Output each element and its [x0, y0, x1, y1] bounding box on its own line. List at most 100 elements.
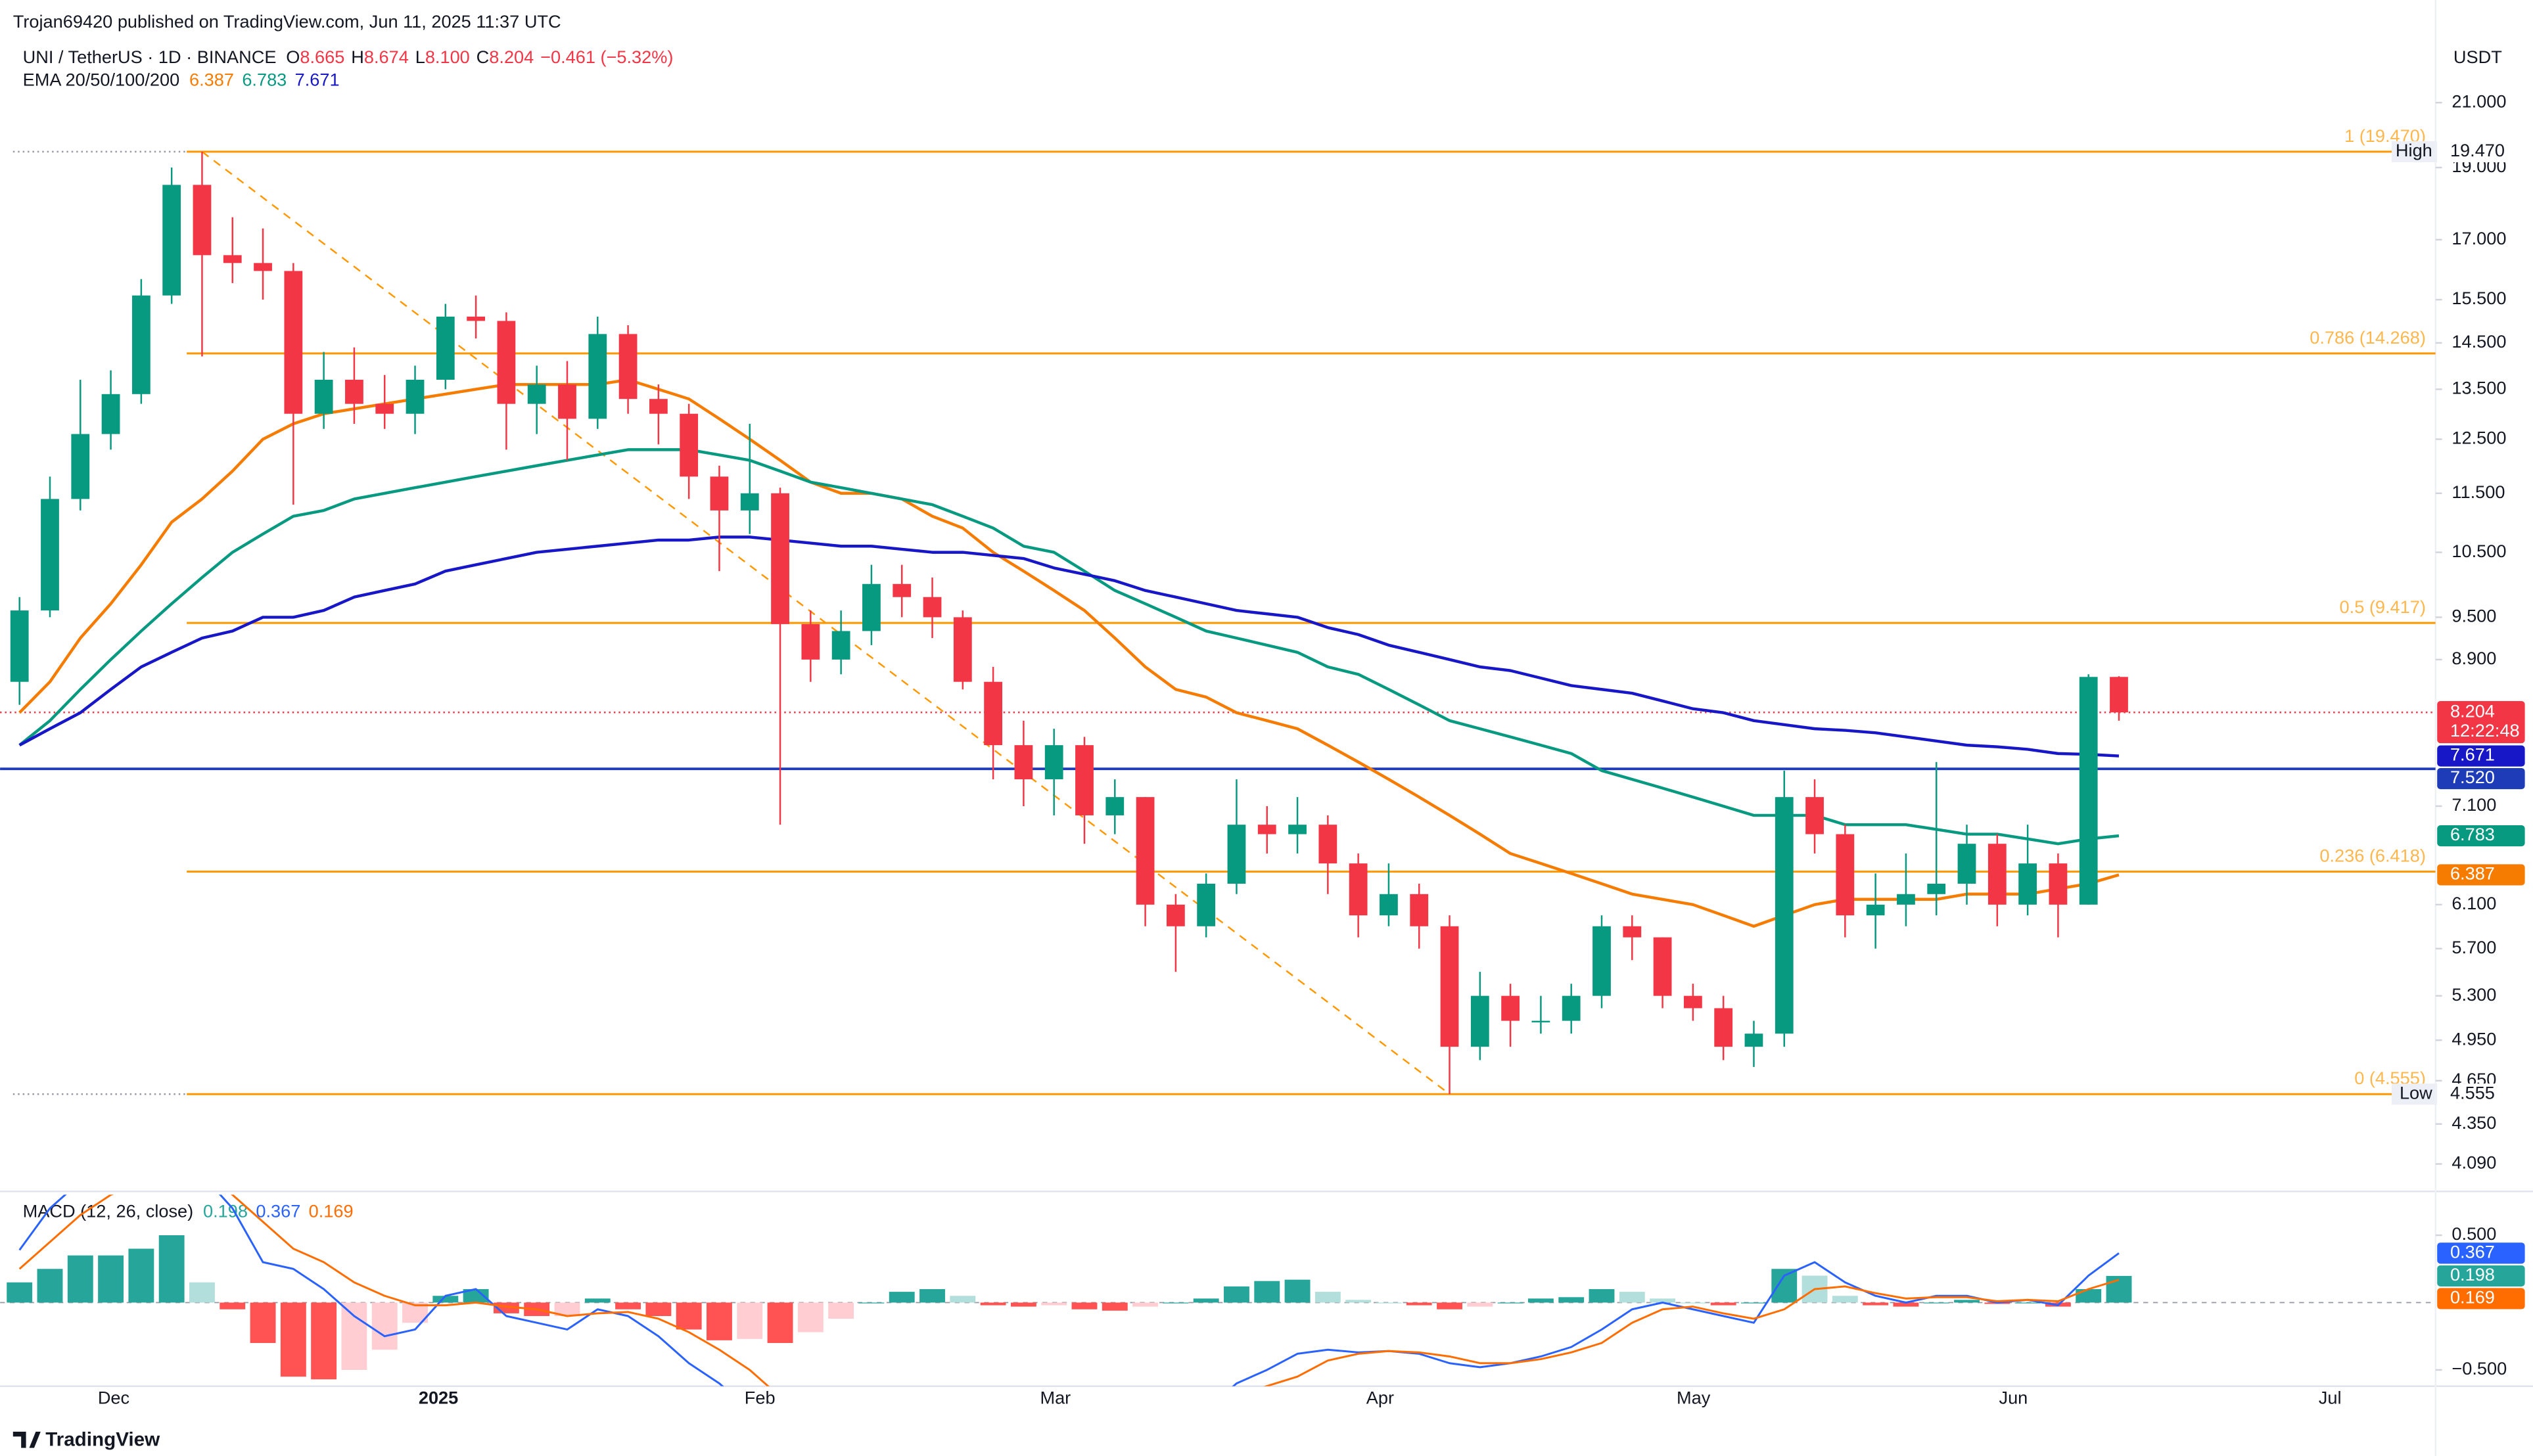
footer-brand: TradingView: [45, 1428, 160, 1450]
histogram-bar: [1314, 1292, 1341, 1303]
candle-body: [1410, 894, 1429, 926]
histogram-bar: [1923, 1302, 1949, 1304]
logo-mark: [12, 1431, 41, 1448]
candle-body: [193, 185, 212, 256]
macd-price-box: [2437, 1242, 2525, 1264]
histogram-bar: [1710, 1302, 1736, 1306]
histogram-bar: [220, 1302, 246, 1309]
y-tick-label: 10.500: [2452, 541, 2506, 561]
candle-body: [2110, 677, 2128, 713]
macd-line: [18, 1194, 2120, 1386]
histogram-bar: [919, 1288, 945, 1303]
currency: USDT: [2453, 47, 2502, 67]
y-tick-label: 4.950: [2452, 1028, 2496, 1049]
histogram-bar: [280, 1302, 306, 1377]
candle-body: [10, 610, 29, 682]
ema-price-label: 7.671: [2450, 744, 2495, 765]
candle-body: [1105, 797, 1125, 815]
y-tick-label: 12.500: [2452, 428, 2506, 448]
histogram-bar: [1437, 1302, 1462, 1309]
macd-price-label: 0.367: [2450, 1241, 2495, 1262]
histogram-bar: [1163, 1302, 1189, 1304]
histogram-bar: [341, 1302, 367, 1370]
histogram-bar: [1771, 1269, 1798, 1303]
histogram-bar: [463, 1288, 489, 1303]
histogram-bar: [1558, 1297, 1585, 1303]
publish-info: Trojan69420 published on TradingView.com…: [13, 11, 561, 32]
histogram-bar: [889, 1292, 915, 1303]
candle-body: [1592, 926, 1611, 996]
candle-body: [649, 399, 668, 414]
candle-body: [467, 316, 485, 321]
extreme-value-box: [2437, 1083, 2525, 1105]
candle-body: [1531, 1020, 1550, 1023]
macd-value: 0.198: [203, 1201, 248, 1221]
change: −0.461 (−5.32%): [540, 47, 673, 67]
y-tick-label: 11.500: [2452, 482, 2505, 502]
histogram-bar: [1589, 1288, 1615, 1303]
histogram-bar: [98, 1255, 124, 1303]
histogram-bar: [128, 1248, 154, 1303]
extreme-tag: Low: [2400, 1082, 2432, 1103]
candle-body: [1349, 863, 1368, 916]
support-price-box: [2437, 767, 2525, 790]
fib-label: 0.5 (9.417): [2340, 597, 2426, 617]
candle-body: [1044, 745, 1063, 780]
extreme-tag: High: [2396, 140, 2432, 160]
macd-value: 0.367: [256, 1201, 300, 1221]
candle-body: [1440, 926, 1459, 1047]
histogram-bar: [1102, 1302, 1128, 1311]
fib-label: 0.786 (14.268): [2310, 327, 2426, 348]
histogram-bar: [2014, 1302, 2041, 1304]
y-tick-label: 21.000: [2452, 91, 2506, 111]
candle-body: [284, 271, 303, 414]
candle-body: [618, 334, 638, 399]
candle-body: [680, 413, 699, 477]
y-tick-label: 6.100: [2452, 893, 2496, 913]
ema-title: EMA 20/50/100/200: [23, 70, 180, 90]
histogram-bar: [1132, 1302, 1159, 1307]
candle-body: [801, 624, 820, 660]
candle-body: [1987, 844, 2007, 905]
macd-price-label: 0.169: [2450, 1287, 2495, 1308]
histogram-bar: [797, 1302, 824, 1332]
ohlc-value: 8.665: [300, 47, 344, 67]
candle-body: [497, 321, 516, 404]
y-tick-label: −0.500: [2452, 1358, 2507, 1378]
candle-body: [131, 295, 151, 394]
histogram-bar: [432, 1296, 459, 1303]
candle-body: [345, 379, 363, 404]
x-tick-label: Jun: [1999, 1388, 2028, 1408]
y-tick-label: 0.500: [2452, 1223, 2496, 1244]
y-tick-label: 17.000: [2452, 228, 2506, 248]
macd-price-box: [2437, 1288, 2525, 1309]
histogram-bar: [1863, 1302, 1889, 1306]
extreme-tag-box: [2392, 1083, 2438, 1105]
candle-body: [1562, 995, 1581, 1021]
candle-body: [2049, 863, 2068, 905]
footer-logo: TradingView: [12, 1428, 160, 1450]
histogram-bar: [1254, 1281, 1280, 1303]
candle-body: [527, 384, 546, 404]
ohlc-value: 8.204: [489, 47, 534, 67]
y-tick-label: 13.500: [2452, 378, 2506, 398]
y-tick-label: 15.500: [2452, 288, 2506, 308]
histogram-bar: [1467, 1302, 1493, 1307]
x-tick-label: Feb: [745, 1388, 776, 1408]
ema-value: 6.387: [189, 70, 234, 90]
signal-line: [18, 1194, 2120, 1386]
ema-line: [18, 535, 2120, 758]
candle-body: [162, 185, 181, 296]
candle-body: [740, 493, 759, 511]
macd-price-box: [2437, 1265, 2525, 1286]
candle-body: [588, 334, 607, 419]
symbol: UNI / TetherUS · 1D · BINANCE: [23, 47, 277, 67]
candle-body: [71, 434, 90, 499]
histogram-bar: [1406, 1302, 1432, 1306]
ohlc-value: 8.674: [364, 47, 409, 67]
y-tick-label: 5.300: [2452, 984, 2496, 1005]
candle-body: [314, 379, 333, 414]
